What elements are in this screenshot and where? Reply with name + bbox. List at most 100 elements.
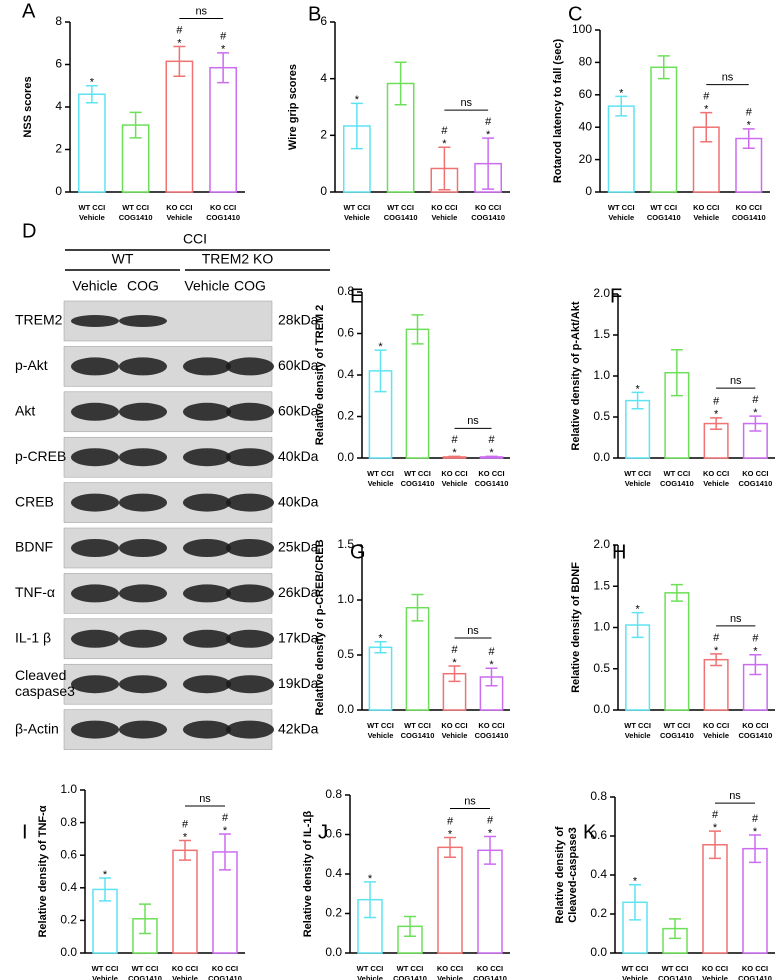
bar bbox=[607, 105, 635, 193]
y-tick-label: 2.0 bbox=[593, 537, 610, 551]
x-tick-label: WT CCI bbox=[344, 203, 371, 212]
y-tick-label: 0.6 bbox=[590, 828, 607, 842]
y-tick-label: 80 bbox=[579, 55, 593, 69]
blot-row-label: IL-1 β bbox=[15, 630, 51, 646]
blot-band bbox=[71, 315, 119, 327]
y-tick-label: 0.5 bbox=[593, 661, 610, 675]
error-bar bbox=[374, 641, 387, 654]
significance-mark: * bbox=[442, 138, 447, 150]
y-tick-label: 0 bbox=[585, 184, 592, 198]
y-tick-label: 0 bbox=[320, 184, 327, 198]
significance-mark: * bbox=[448, 828, 453, 840]
x-tick-label: WT CCI bbox=[624, 721, 651, 730]
x-tick-label: WT CCI bbox=[367, 469, 394, 478]
x-tick-label: KO CCI bbox=[703, 721, 729, 730]
significance-mark: * bbox=[488, 827, 493, 839]
ns-label: ns bbox=[467, 415, 479, 427]
significance-mark: # bbox=[451, 644, 458, 656]
x-tick-label: COG1410 bbox=[206, 213, 240, 222]
blot-size: 26kDa bbox=[278, 584, 319, 600]
panel-label: A bbox=[22, 0, 36, 22]
x-tick-label: Vehicle bbox=[368, 479, 394, 488]
x-tick-label: KO CCI bbox=[742, 964, 768, 973]
x-tick-label: COG1410 bbox=[647, 213, 681, 222]
blot-band bbox=[71, 493, 119, 512]
x-tick-label: COG1410 bbox=[471, 213, 505, 222]
y-tick-label: 0 bbox=[55, 184, 62, 198]
blot-band bbox=[183, 493, 231, 512]
y-tick-label: 0.8 bbox=[337, 284, 354, 298]
ns-label: ns bbox=[729, 790, 741, 802]
error-bar bbox=[615, 95, 628, 117]
blot-size: 60kDa bbox=[278, 403, 319, 419]
panel-label: B bbox=[308, 3, 321, 25]
panel-label: D bbox=[22, 220, 36, 242]
x-tick-label: WT CCI bbox=[397, 964, 424, 973]
error-bar bbox=[219, 833, 231, 871]
x-tick-label: Vehicle bbox=[172, 974, 198, 980]
error-bar bbox=[700, 111, 713, 143]
x-tick-label: COG1410 bbox=[475, 731, 509, 740]
blot-size: 25kDa bbox=[278, 539, 319, 555]
significance-mark: * bbox=[90, 77, 95, 89]
y-tick-label: 1.0 bbox=[593, 368, 610, 382]
x-tick-label: KO CCI bbox=[478, 469, 504, 478]
significance-mark: * bbox=[753, 826, 758, 838]
y-tick-label: 0.0 bbox=[337, 450, 354, 464]
x-tick-label: KO CCI bbox=[736, 203, 762, 212]
blot-group: TREM2 KO bbox=[202, 251, 274, 267]
blot-band bbox=[71, 720, 119, 739]
y-tick-label: 1.0 bbox=[60, 782, 77, 796]
blot-size: 28kDa bbox=[278, 312, 319, 328]
x-tick-label: Vehicle bbox=[625, 479, 651, 488]
y-tick-label: 6 bbox=[320, 14, 327, 28]
y-tick-label: 0.0 bbox=[590, 945, 607, 959]
ns-label: ns bbox=[722, 72, 734, 84]
y-axis-label: Relative density of TNF-α bbox=[37, 805, 49, 937]
error-bar bbox=[749, 653, 762, 676]
error-bar bbox=[129, 111, 142, 139]
y-axis-label: Relative density of TREM 2 bbox=[314, 305, 326, 446]
bar bbox=[664, 592, 690, 711]
x-tick-label: Vehicle bbox=[92, 974, 118, 980]
error-bar bbox=[374, 349, 387, 393]
significance-mark: # bbox=[752, 813, 759, 825]
blot-band bbox=[183, 584, 231, 603]
x-tick-label: Vehicle bbox=[431, 213, 457, 222]
y-tick-label: 0.8 bbox=[325, 787, 342, 801]
error-bar bbox=[179, 839, 191, 861]
error-bar bbox=[404, 915, 416, 937]
significance-mark: * bbox=[714, 409, 719, 421]
error-bar bbox=[448, 455, 461, 459]
x-tick-label: COG1410 bbox=[738, 479, 772, 488]
significance-mark: # bbox=[703, 91, 710, 103]
significance-mark: * bbox=[635, 383, 640, 395]
error-bar bbox=[631, 611, 644, 639]
blot-row-label: β-Actin bbox=[15, 720, 59, 736]
y-tick-label: 0.4 bbox=[590, 867, 607, 881]
y-tick-label: 1.0 bbox=[337, 592, 354, 606]
blot-row-label: p-Akt bbox=[15, 357, 48, 373]
y-tick-label: 0.6 bbox=[325, 827, 342, 841]
panel-label: K bbox=[583, 821, 597, 843]
x-tick-label: KO CCI bbox=[477, 964, 503, 973]
x-tick-label: COG1410 bbox=[393, 974, 427, 980]
blot-size: 19kDa bbox=[278, 675, 319, 691]
y-tick-label: 2 bbox=[55, 142, 62, 156]
significance-mark: # bbox=[451, 434, 458, 446]
x-tick-label: Vehicle bbox=[703, 731, 729, 740]
error-bar bbox=[710, 417, 723, 431]
x-tick-label: Vehicle bbox=[437, 974, 463, 980]
ns-label: ns bbox=[467, 625, 479, 637]
blot-band bbox=[226, 539, 274, 557]
x-tick-label: COG1410 bbox=[658, 974, 692, 980]
error-bar bbox=[350, 102, 363, 150]
bar bbox=[132, 918, 158, 954]
blot-row-label: BDNF bbox=[15, 539, 53, 555]
error-bar bbox=[710, 653, 723, 667]
significance-mark: * bbox=[355, 94, 360, 106]
panel-label: I bbox=[22, 821, 28, 843]
error-bar bbox=[742, 128, 755, 150]
bar bbox=[650, 66, 678, 193]
x-tick-label: KO CCI bbox=[478, 721, 504, 730]
